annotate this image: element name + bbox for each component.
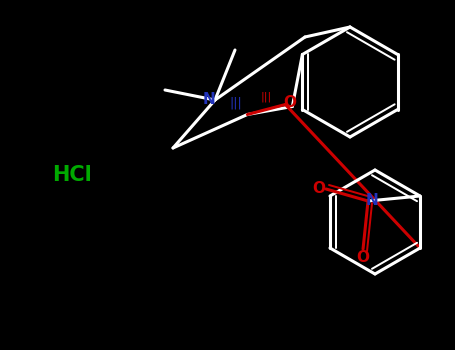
Text: O: O	[313, 182, 325, 196]
Text: HCl: HCl	[52, 165, 92, 185]
Text: O: O	[283, 95, 296, 110]
Text: |||: |||	[260, 91, 271, 102]
Text: N: N	[202, 92, 215, 107]
Text: N: N	[366, 194, 379, 209]
Text: |||: |||	[229, 97, 242, 110]
Text: O: O	[357, 250, 369, 265]
